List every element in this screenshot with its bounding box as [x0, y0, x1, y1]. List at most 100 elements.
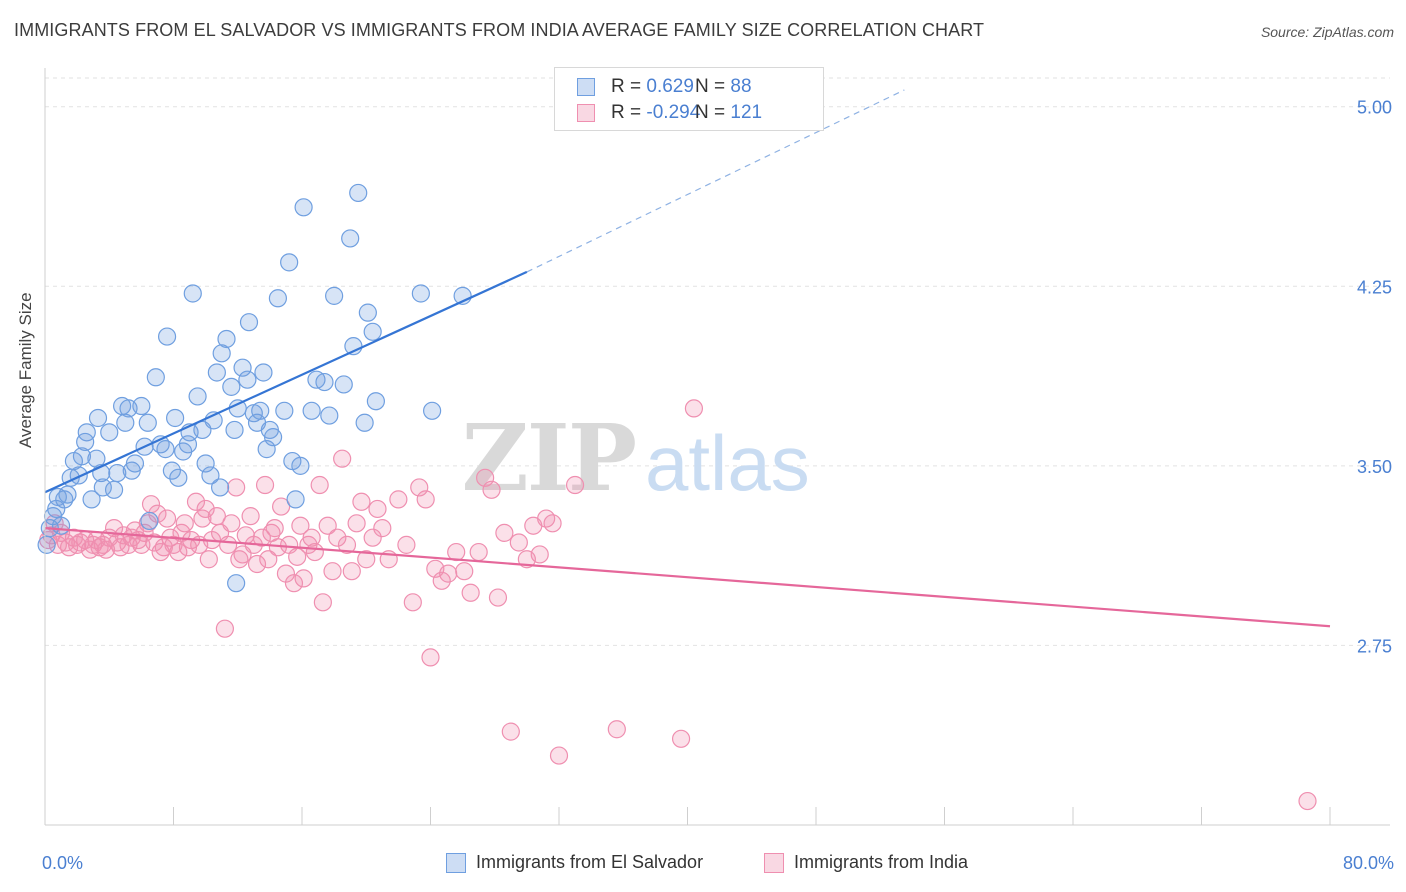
point-el-salvador — [132, 396, 151, 416]
y-tick-label: 5.00 — [1357, 98, 1392, 118]
point-india — [455, 562, 474, 581]
point-india — [607, 720, 626, 739]
legend-swatch-blue — [446, 852, 466, 873]
point-el-salvador — [268, 289, 288, 308]
point-india — [565, 475, 585, 495]
legend-r-value: 0.629 — [646, 76, 694, 97]
legend-row-india: R = -0.294 N = 121 — [577, 102, 762, 124]
point-india — [684, 399, 704, 418]
point-india — [368, 499, 387, 519]
point-el-salvador — [88, 408, 108, 428]
point-el-salvador — [320, 406, 339, 425]
stats-legend: R = 0.629 N = 88 R = -0.294 N = 121 — [554, 67, 824, 131]
point-india — [373, 519, 392, 538]
point-el-salvador — [341, 229, 360, 248]
point-el-salvador — [196, 454, 215, 473]
x-tick-label-max: 80.0% — [1343, 853, 1394, 873]
point-el-salvador — [76, 432, 95, 452]
legend-n-value: 88 — [730, 76, 752, 97]
point-el-salvador — [286, 490, 305, 509]
point-el-salvador — [87, 449, 106, 468]
point-india — [403, 593, 422, 612]
point-india — [186, 492, 206, 511]
point-el-salvador — [108, 463, 127, 483]
point-india — [328, 528, 347, 547]
point-el-salvador — [251, 401, 270, 420]
point-el-salvador — [146, 368, 165, 387]
point-india — [199, 550, 218, 569]
point-india — [252, 528, 271, 547]
watermark-atlas: atlas — [645, 419, 810, 507]
point-el-salvador — [166, 408, 185, 428]
trend-layer — [44, 89, 1331, 628]
point-india — [219, 535, 238, 554]
point-india — [337, 535, 357, 554]
point-el-salvador — [37, 535, 56, 554]
y-tick-label: 2.75 — [1357, 636, 1392, 656]
watermark-zip: ZIP — [462, 404, 635, 512]
point-india — [495, 523, 514, 543]
legend-n-value: 121 — [730, 102, 763, 123]
point-el-salvador — [212, 344, 231, 363]
point-el-salvador — [363, 322, 382, 341]
legend-r-label: R = — [611, 102, 642, 123]
legend-item-india: Immigrants from India — [764, 852, 968, 873]
point-india — [310, 475, 329, 495]
point-india — [543, 514, 562, 533]
legend-swatch-blue — [577, 78, 595, 96]
trendline-el-salvador-extension — [526, 89, 905, 273]
point-el-salvador — [183, 284, 202, 303]
legend-r-label: R = — [611, 76, 642, 97]
watermark: ZIP atlas — [462, 404, 810, 512]
point-india — [313, 593, 332, 612]
point-india — [421, 648, 440, 667]
point-el-salvador — [116, 413, 135, 432]
point-india — [389, 490, 408, 509]
point-india — [416, 490, 435, 509]
point-el-salvador — [366, 392, 385, 411]
legend-n-label: N = — [695, 102, 726, 123]
point-el-salvador — [411, 284, 430, 303]
x-tick-label-min: 0.0% — [42, 853, 83, 873]
point-india — [135, 523, 154, 543]
point-india — [342, 562, 361, 581]
point-el-salvador — [225, 420, 244, 440]
point-india — [323, 562, 342, 581]
point-india — [247, 554, 267, 574]
point-el-salvador — [238, 370, 257, 389]
point-el-salvador — [325, 286, 344, 305]
point-el-salvador — [334, 375, 353, 394]
point-el-salvador — [294, 198, 313, 217]
point-india — [241, 507, 260, 526]
trendline-india — [44, 527, 1331, 628]
point-el-salvador — [302, 401, 321, 420]
points-layer — [37, 183, 1317, 811]
point-el-salvador — [254, 363, 273, 382]
point-el-salvador — [72, 447, 92, 466]
point-el-salvador — [58, 485, 77, 504]
point-el-salvador — [423, 401, 442, 420]
point-india — [302, 528, 321, 547]
point-india — [284, 574, 304, 593]
point-el-salvador — [100, 423, 119, 442]
point-india — [671, 729, 691, 748]
point-el-salvador — [140, 511, 159, 531]
point-el-salvador — [315, 372, 334, 392]
point-india — [259, 550, 278, 569]
point-india — [291, 516, 310, 535]
axis-layer: 2.75 3.50 4.25 5.00 0.0% 80.0% — [42, 68, 1394, 873]
source-credit: Source: ZipAtlas.com — [1260, 24, 1394, 40]
point-el-salvador — [207, 363, 226, 382]
point-india — [439, 564, 458, 583]
point-el-salvador — [125, 454, 145, 473]
legend-label-india: Immigrants from India — [794, 852, 969, 872]
point-india — [488, 588, 508, 607]
point-india — [501, 722, 520, 741]
point-el-salvador — [233, 358, 252, 377]
point-el-salvador — [82, 490, 101, 509]
point-india — [265, 519, 284, 538]
point-india — [175, 514, 194, 533]
point-india — [461, 583, 480, 602]
point-india — [357, 550, 376, 569]
